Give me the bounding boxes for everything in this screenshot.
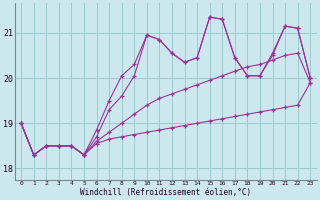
X-axis label: Windchill (Refroidissement éolien,°C): Windchill (Refroidissement éolien,°C) <box>80 188 251 197</box>
